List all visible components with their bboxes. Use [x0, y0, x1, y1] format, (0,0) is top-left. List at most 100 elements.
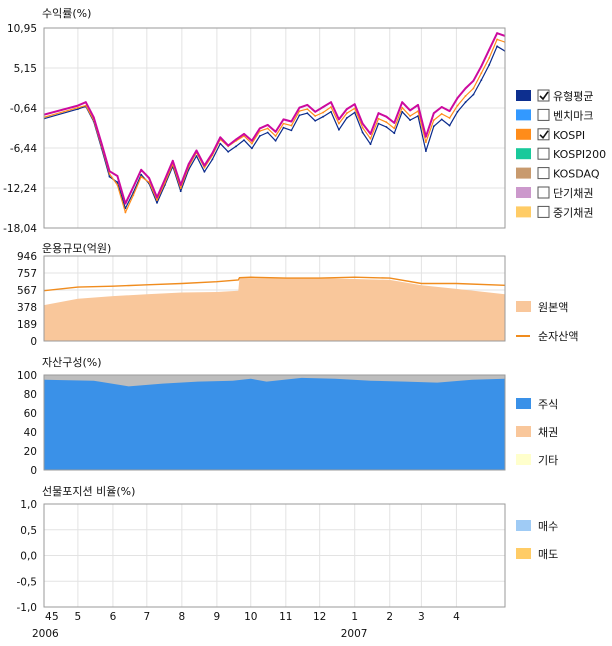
- y-tick-label: 1,0: [20, 499, 37, 511]
- data-point: [409, 109, 411, 112]
- series-line-0: [44, 45, 505, 209]
- year-label: 2007: [341, 628, 368, 640]
- data-point: [243, 133, 245, 135]
- legend-swatch-기타: [516, 454, 531, 465]
- data-point: [227, 150, 230, 153]
- data-point: [290, 124, 293, 127]
- x-tick-label: 2: [386, 611, 393, 623]
- data-point: [195, 149, 198, 152]
- data-point: [243, 139, 245, 142]
- data-point: [156, 202, 158, 204]
- data-point: [124, 202, 127, 205]
- data-point: [298, 106, 301, 109]
- y-tick-label: 757: [17, 268, 37, 280]
- y-tick-label: 0,5: [20, 525, 37, 537]
- legend-swatch-채권: [516, 426, 531, 437]
- plot-frame-returns: [43, 27, 506, 229]
- data-point: [77, 104, 79, 107]
- legend-swatch-매수: [516, 520, 531, 531]
- data-point: [77, 108, 79, 110]
- legend-checkbox: [537, 205, 550, 218]
- data-point: [251, 139, 253, 142]
- data-point: [322, 106, 324, 108]
- data-point: [393, 132, 396, 135]
- data-point: [472, 87, 475, 90]
- checkmark-icon: [539, 130, 549, 140]
- data-point: [425, 135, 427, 138]
- data-point: [377, 117, 380, 120]
- data-point: [290, 129, 293, 132]
- data-point: [235, 138, 238, 141]
- data-point: [266, 127, 269, 130]
- data-point: [290, 120, 293, 123]
- data-point: [369, 137, 372, 140]
- legend-label: KOSDAQ: [553, 168, 600, 181]
- data-point: [338, 128, 340, 131]
- data-point: [425, 150, 427, 153]
- data-point: [369, 133, 372, 135]
- data-point: [330, 110, 332, 113]
- data-point: [377, 122, 380, 125]
- y-tick-label: 189: [17, 319, 37, 331]
- data-point: [282, 118, 285, 121]
- legend-swatch-원본액: [516, 301, 531, 312]
- data-point: [496, 32, 498, 35]
- y-tick-label: 100: [17, 370, 37, 382]
- data-point: [282, 122, 285, 125]
- x-tick-label: 11: [279, 611, 292, 623]
- legend-swatch-주식: [516, 398, 531, 409]
- y-tick-label: 0: [30, 336, 37, 348]
- legend-swatch-단기채권: [516, 187, 531, 198]
- data-point: [251, 142, 253, 145]
- data-point: [203, 170, 206, 173]
- plot-frame-assets: [43, 374, 506, 471]
- data-point: [140, 173, 143, 176]
- data-point: [235, 145, 238, 148]
- data-point: [464, 95, 467, 97]
- data-point: [369, 143, 372, 146]
- data-point: [108, 175, 111, 178]
- data-point: [361, 122, 364, 125]
- legend-label: 매수: [538, 520, 558, 533]
- data-point: [164, 178, 166, 181]
- legend-checkbox: [537, 186, 550, 199]
- data-point: [116, 184, 119, 186]
- data-point: [488, 48, 491, 51]
- data-point: [116, 175, 119, 177]
- legend-checkbox: [537, 108, 550, 121]
- panel-title-assets: 자산구성(%): [42, 356, 102, 369]
- data-point: [432, 112, 435, 115]
- data-point: [338, 122, 340, 125]
- legend-checkbox: [537, 89, 550, 102]
- y-tick-label: -0,5: [17, 576, 38, 588]
- legend-swatch-벤치마크: [516, 109, 531, 121]
- data-point: [345, 108, 348, 110]
- data-point: [417, 104, 419, 106]
- x-tick-label: 7: [143, 611, 150, 623]
- data-point: [306, 104, 309, 106]
- data-point: [179, 184, 182, 186]
- legend-label: 순자산액: [538, 330, 578, 343]
- legend-swatch-KOSDAQ: [516, 167, 531, 179]
- x-tick-label: 12: [313, 611, 326, 623]
- data-point: [345, 112, 348, 115]
- data-point: [440, 106, 443, 108]
- data-point: [456, 104, 459, 107]
- data-point: [298, 114, 301, 117]
- data-point: [314, 110, 317, 113]
- legend-label: 기타: [538, 454, 558, 467]
- x-tick-label: 10: [244, 611, 257, 623]
- data-point: [448, 110, 451, 112]
- legend-checkbox: [537, 128, 550, 141]
- data-point: [132, 186, 135, 188]
- series-line-2: [44, 32, 505, 205]
- y-tick-label: 0,0: [20, 551, 37, 563]
- data-point: [401, 106, 404, 109]
- y-tick-label: 567: [17, 285, 37, 297]
- data-point: [385, 121, 388, 124]
- y-tick-label: 60: [24, 408, 37, 420]
- legend-swatch-KOSPI: [516, 128, 531, 140]
- data-point: [179, 187, 182, 190]
- data-point: [124, 211, 127, 214]
- returns-lines: [44, 32, 505, 214]
